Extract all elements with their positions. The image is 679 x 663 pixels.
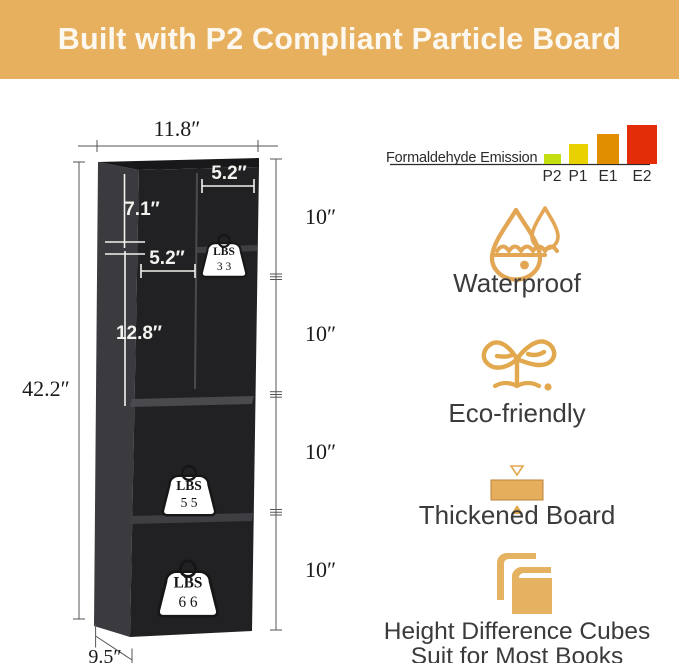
svg-text:42.2″: 42.2″	[22, 376, 70, 401]
svg-text:Suit for Most Books: Suit for Most Books	[411, 643, 623, 663]
svg-text:7.1″: 7.1″	[124, 199, 160, 220]
svg-text:P1: P1	[569, 168, 588, 185]
svg-text:LBS: LBS	[174, 575, 203, 592]
svg-text:Thickened Board: Thickened Board	[419, 500, 616, 530]
svg-text:LBS: LBS	[213, 246, 235, 258]
svg-text:Formaldehyde Emission: Formaldehyde Emission	[386, 150, 537, 166]
svg-text:Eco-friendly: Eco-friendly	[448, 398, 585, 428]
svg-text:9.5″: 9.5″	[88, 646, 121, 663]
svg-text:3 3: 3 3	[217, 261, 232, 273]
svg-text:6 6: 6 6	[178, 594, 197, 611]
svg-text:5 5: 5 5	[181, 495, 198, 510]
svg-text:E2: E2	[633, 168, 652, 185]
svg-text:LBS: LBS	[176, 478, 202, 493]
svg-text:E1: E1	[599, 168, 618, 185]
svg-text:10″: 10″	[305, 321, 336, 346]
svg-text:12.8″: 12.8″	[116, 323, 162, 344]
svg-text:Waterproof: Waterproof	[453, 268, 581, 298]
svg-text:P2: P2	[543, 168, 562, 185]
svg-text:10″: 10″	[305, 557, 336, 582]
svg-text:10″: 10″	[305, 204, 336, 229]
svg-text:5.2″: 5.2″	[149, 248, 185, 269]
svg-text:Height Difference Cubes: Height Difference Cubes	[384, 618, 650, 645]
svg-text:5.2″: 5.2″	[211, 163, 247, 184]
svg-text:10″: 10″	[305, 439, 336, 464]
svg-text:11.8″: 11.8″	[154, 116, 201, 141]
